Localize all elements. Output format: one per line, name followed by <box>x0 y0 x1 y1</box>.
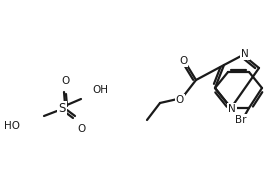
Text: Br: Br <box>235 115 247 125</box>
Text: N: N <box>228 104 236 114</box>
Text: N: N <box>241 49 249 59</box>
Text: O: O <box>78 124 86 134</box>
Text: OH: OH <box>92 85 108 95</box>
Text: O: O <box>61 76 69 86</box>
Text: S: S <box>58 102 66 115</box>
Text: HO: HO <box>4 121 20 131</box>
Text: O: O <box>179 56 187 66</box>
Text: O: O <box>176 95 184 105</box>
